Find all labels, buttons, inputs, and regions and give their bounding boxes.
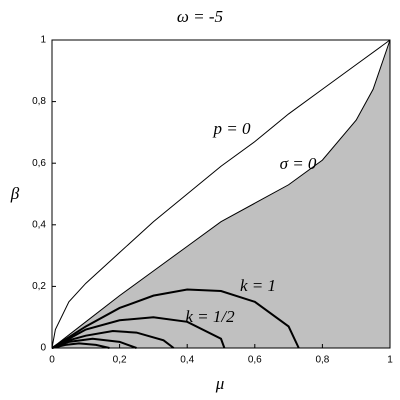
y-tick-label: 0,4 xyxy=(32,219,46,230)
curve xyxy=(51,316,226,349)
x-tick-label: 1 xyxy=(387,355,393,366)
y-tick-label: 0,2 xyxy=(32,281,46,292)
y-tick-label: 0 xyxy=(40,343,46,354)
x-tick-label: 0 xyxy=(49,355,55,366)
x-tick-label: 0,4 xyxy=(180,355,194,366)
x-tick-label: 0,8 xyxy=(315,355,329,366)
y-tick-label: 0,6 xyxy=(32,158,46,169)
y-axis-label: β xyxy=(10,184,20,203)
x-axis-label: μ xyxy=(215,374,225,393)
curve xyxy=(51,39,391,349)
y-tick-label: 0,8 xyxy=(32,96,46,107)
curve xyxy=(51,337,137,349)
curve xyxy=(51,39,391,349)
x-tick-label: 0,2 xyxy=(113,355,127,366)
x-tick-label: 0,6 xyxy=(248,355,262,366)
plot-frame xyxy=(51,39,391,349)
curve-label: k = 1 xyxy=(240,276,276,295)
y-tick-label: 1 xyxy=(40,35,46,46)
chart-title: ω = -5 xyxy=(177,7,223,26)
shaded-area xyxy=(52,40,390,348)
curve-label: k = 1/2 xyxy=(185,307,235,326)
curve xyxy=(51,330,175,349)
curve xyxy=(51,342,110,349)
curve-label: σ = 0 xyxy=(280,154,317,173)
curve-label: p = 0 xyxy=(213,119,251,138)
curve xyxy=(51,288,300,349)
